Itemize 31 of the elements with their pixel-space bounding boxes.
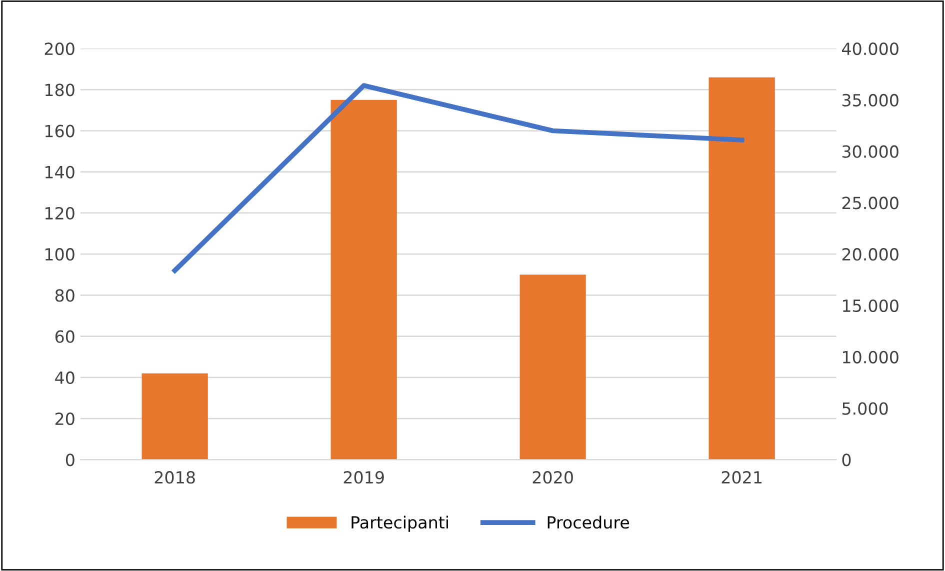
bar (708, 77, 775, 460)
bar (142, 373, 208, 460)
y-tick-label: 200 (44, 42, 74, 56)
y2-tick-label: 35.000 (842, 94, 898, 106)
y-tick-label: 20 (55, 412, 74, 426)
bar (520, 274, 586, 460)
y2-tick-label: 30.000 (842, 145, 898, 158)
y-tick-label: 60 (55, 330, 74, 343)
y-tick-label: 120 (45, 206, 74, 220)
legend-label: Procedure (548, 516, 630, 529)
y-tick-label: 0 (66, 454, 74, 466)
y2-tick-label: 20.000 (842, 248, 898, 261)
legend-label: Partecipanti (352, 516, 448, 532)
y-tick-label: 100 (45, 248, 74, 261)
x-tick-label: 2019 (344, 471, 384, 484)
y-tick-label: 40 (55, 371, 74, 384)
y2-tick-label: 25.000 (842, 196, 898, 210)
y-tick-label: 80 (55, 289, 74, 302)
y-tick-label: 140 (45, 166, 74, 178)
y2-tick-label: 40.000 (842, 42, 898, 56)
y2-tick-label: 10.000 (843, 350, 898, 364)
y-tick-label: 180 (45, 84, 74, 96)
y2-tick-label: 0 (842, 454, 851, 466)
y2-tick-label: 5.000 (842, 402, 888, 415)
y-tick-label: 160 (45, 124, 74, 138)
x-tick-label: 2020 (532, 471, 573, 484)
line-series (172, 83, 744, 273)
x-tick-label: 2021 (722, 471, 762, 484)
x-tick-label: 2018 (154, 471, 195, 484)
bar (330, 100, 397, 460)
y2-tick-label: 15.000 (843, 299, 898, 312)
